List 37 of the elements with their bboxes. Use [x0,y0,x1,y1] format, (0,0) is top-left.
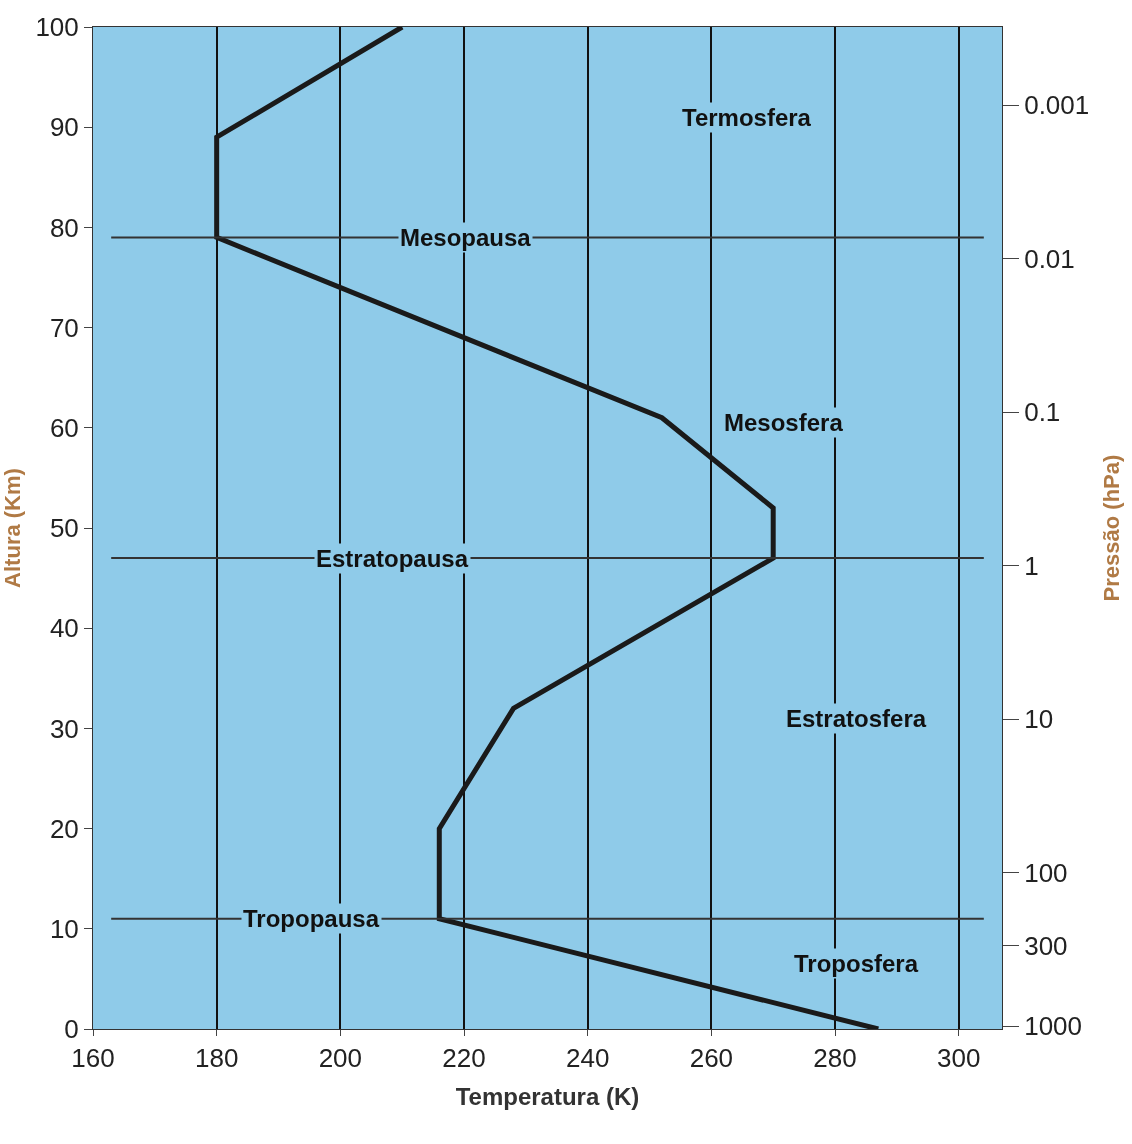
y-tick-label: 100 [35,12,79,43]
y-axis-title: Altura (Km) [0,468,26,588]
y2-tick-label: 0.1 [1024,397,1061,428]
y2-tick-label: 1000 [1024,1011,1083,1042]
y-tick-label: 40 [49,613,79,644]
x-tick-label: 260 [689,1043,734,1074]
x-axis-title: Temperatura (K) [455,1082,640,1110]
y-tick-label: 60 [49,412,79,443]
x-tick-label: 300 [937,1043,981,1074]
y2-tick-label: 0.001 [1024,90,1090,121]
ref-line-label: Mesopausa [400,224,532,251]
y-tick-label: 70 [49,312,79,343]
x-tick-label: 200 [318,1043,363,1074]
y-tick-label: 50 [49,513,79,544]
y2-tick-label: 0.01 [1024,243,1075,274]
annotation: Troposfera [794,950,919,977]
x-tick-label: 240 [565,1043,610,1074]
ref-line-label: Tropopausa [243,905,380,932]
y-tick-label: 0 [64,1014,79,1045]
y-tick-label: 30 [49,713,79,744]
ref-line-label: Estratopausa [316,545,469,572]
y-tick-label: 10 [49,913,79,944]
y-tick-label: 90 [49,112,79,143]
y2-tick-label: 1 [1024,550,1039,581]
x-tick-label: 160 [71,1043,115,1074]
x-tick-label: 180 [194,1043,239,1074]
annotation: Mesosfera [724,409,844,436]
y-tick-label: 80 [49,212,79,243]
annotation: Termosfera [682,104,812,131]
y-tick-label: 20 [49,813,79,844]
x-tick-label: 220 [442,1043,486,1074]
y2-tick-label: 10 [1024,704,1054,735]
y2-tick-label: 100 [1024,857,1068,888]
annotation: Estratosfera [786,705,927,732]
y2-tick-label: 300 [1024,930,1068,961]
y2-axis-title: Pressão (hPa) [1099,454,1125,602]
x-tick-label: 280 [813,1043,857,1074]
